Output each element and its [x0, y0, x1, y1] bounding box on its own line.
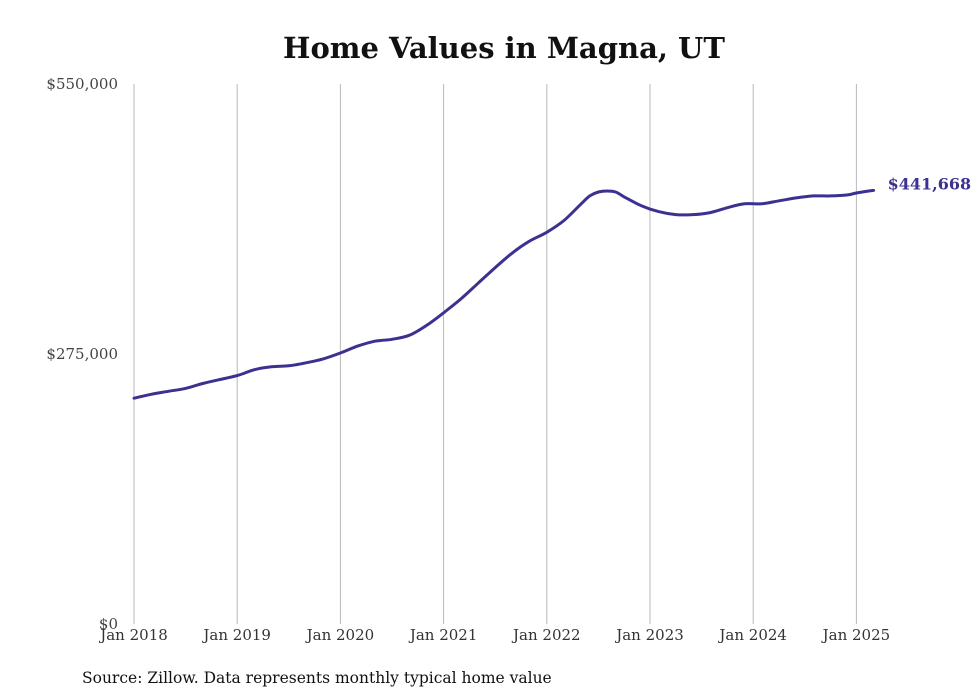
- x-tick-label: Jan 2018: [98, 626, 168, 644]
- gridlines: [133, 84, 857, 624]
- y-tick-label: $275,000: [46, 345, 118, 363]
- x-tick-label: Jan 2021: [408, 626, 478, 644]
- y-axis-ticks: $0 $275,000 $550,000: [46, 75, 118, 633]
- x-tick-label: Jan 2025: [821, 626, 891, 644]
- x-tick-label: Jan 2022: [511, 626, 581, 644]
- x-tick-label: Jan 2019: [201, 626, 271, 644]
- y-tick-label: $550,000: [46, 75, 118, 93]
- source-note: Source: Zillow. Data represents monthly …: [82, 669, 552, 687]
- end-value-label: $441,668: [888, 174, 972, 193]
- x-tick-label: Jan 2024: [717, 626, 787, 644]
- x-axis-ticks: Jan 2018 Jan 2019 Jan 2020 Jan 2021 Jan 2022…: [98, 626, 890, 644]
- x-tick-label: Jan 2023: [614, 626, 684, 644]
- series-line: [132, 188, 876, 400]
- x-tick-label: Jan 2020: [305, 626, 375, 644]
- y-tick-label: $0: [99, 615, 118, 633]
- chart-title: Home Values in Magna, UT: [283, 31, 725, 65]
